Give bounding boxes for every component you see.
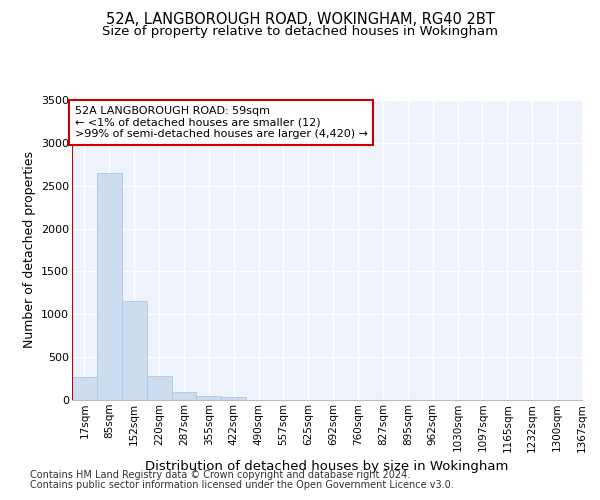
Bar (146, 376, 172, 400)
Bar (221, 398, 246, 400)
Text: Contains HM Land Registry data © Crown copyright and database right 2024.: Contains HM Land Registry data © Crown c… (30, 470, 410, 480)
Text: Contains public sector information licensed under the Open Government Licence v3: Contains public sector information licen… (30, 480, 454, 490)
Text: 52A, LANGBOROUGH ROAD, WOKINGHAM, RG40 2BT: 52A, LANGBOROUGH ROAD, WOKINGHAM, RG40 2… (106, 12, 494, 28)
X-axis label: Distribution of detached houses by size in Wokingham: Distribution of detached houses by size … (145, 460, 509, 473)
Y-axis label: Number of detached properties: Number of detached properties (23, 152, 35, 348)
Bar (196, 396, 221, 400)
Bar (97, 173, 122, 400)
Bar (172, 392, 196, 400)
Bar (122, 302, 146, 400)
Bar (72, 377, 97, 400)
Text: 52A LANGBOROUGH ROAD: 59sqm
← <1% of detached houses are smaller (12)
>99% of se: 52A LANGBOROUGH ROAD: 59sqm ← <1% of det… (74, 106, 368, 139)
Text: Size of property relative to detached houses in Wokingham: Size of property relative to detached ho… (102, 25, 498, 38)
